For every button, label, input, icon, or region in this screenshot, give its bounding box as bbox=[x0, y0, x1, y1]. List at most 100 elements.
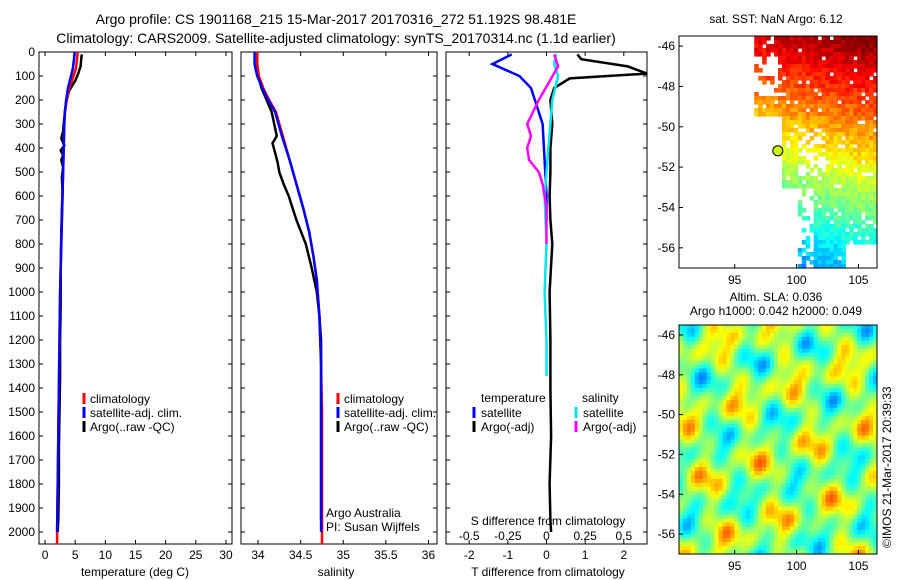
map-cell bbox=[873, 530, 878, 535]
map-cell bbox=[694, 396, 700, 401]
map-cell bbox=[829, 188, 835, 193]
map-cell bbox=[714, 348, 720, 354]
map-cell bbox=[813, 435, 819, 441]
map-x-tick-label: 100 bbox=[787, 559, 807, 573]
map-cell bbox=[849, 494, 854, 500]
map-cell bbox=[686, 435, 692, 441]
map-cell bbox=[789, 423, 795, 429]
map-cell bbox=[797, 463, 803, 468]
map-cell bbox=[825, 431, 831, 437]
map-cell bbox=[690, 510, 696, 516]
map-cell bbox=[809, 84, 815, 89]
map-cell bbox=[702, 451, 708, 456]
map-cell bbox=[698, 498, 704, 504]
map-cell bbox=[774, 427, 779, 433]
map-cell bbox=[865, 455, 870, 460]
map-cell bbox=[781, 184, 787, 189]
map-cell bbox=[793, 364, 799, 370]
map-cell bbox=[746, 490, 751, 496]
map-cell bbox=[746, 518, 751, 524]
map-cell bbox=[770, 96, 775, 101]
map-cell bbox=[833, 72, 838, 77]
map-cell bbox=[829, 502, 835, 508]
map-cell bbox=[869, 455, 874, 460]
map-cell bbox=[801, 522, 807, 527]
map-cell bbox=[778, 44, 783, 49]
map-cell bbox=[825, 60, 831, 65]
map-cell bbox=[813, 132, 819, 137]
map-cell bbox=[813, 260, 819, 265]
map-cell bbox=[766, 427, 771, 433]
map-cell bbox=[849, 352, 854, 358]
map-cell bbox=[813, 443, 819, 448]
map-cell bbox=[682, 388, 688, 393]
map-cell bbox=[789, 76, 795, 81]
map-cell bbox=[869, 124, 874, 129]
map-cell bbox=[833, 152, 838, 157]
map-cell bbox=[698, 376, 704, 381]
map-cell bbox=[817, 260, 823, 265]
map-cell bbox=[833, 240, 838, 245]
map-cell bbox=[853, 368, 858, 373]
map-cell bbox=[734, 447, 739, 452]
map-cell bbox=[758, 423, 763, 429]
map-cell bbox=[686, 344, 692, 350]
map-cell bbox=[774, 530, 779, 535]
map-cell bbox=[817, 514, 823, 520]
map-cell bbox=[762, 396, 767, 401]
map-cell bbox=[754, 372, 759, 377]
map-cell bbox=[801, 502, 807, 508]
map-cell bbox=[813, 388, 819, 393]
map-cell bbox=[837, 328, 842, 334]
map-cell bbox=[694, 407, 700, 413]
map-cell bbox=[706, 447, 712, 452]
map-cell bbox=[785, 435, 791, 441]
map-cell bbox=[849, 498, 854, 504]
map-cell bbox=[845, 376, 850, 381]
map-cell bbox=[841, 112, 846, 117]
map-cell bbox=[865, 411, 870, 417]
map-cell bbox=[793, 431, 799, 437]
map-cell bbox=[817, 112, 823, 117]
map-cell bbox=[734, 340, 739, 346]
map-cell bbox=[762, 108, 767, 113]
map-cell bbox=[833, 478, 838, 484]
map-cell bbox=[702, 459, 708, 464]
map-cell bbox=[805, 236, 811, 241]
map-cell bbox=[797, 68, 803, 73]
map-cell bbox=[785, 380, 791, 385]
map-cell bbox=[730, 506, 736, 512]
map-cell bbox=[809, 514, 815, 520]
map-cell bbox=[845, 439, 850, 445]
map-cell bbox=[778, 415, 783, 421]
map-cell bbox=[754, 340, 759, 346]
map-cell bbox=[734, 388, 739, 393]
map-cell bbox=[829, 411, 835, 417]
map-cell bbox=[781, 344, 787, 350]
map-cell bbox=[781, 498, 787, 504]
map-cell bbox=[857, 336, 862, 342]
map-cell bbox=[714, 388, 720, 393]
map-cell bbox=[770, 435, 775, 441]
map-cell bbox=[833, 36, 838, 41]
map-cell bbox=[694, 376, 700, 381]
map-cell bbox=[758, 68, 763, 73]
map-cell bbox=[785, 542, 791, 547]
map-cell bbox=[805, 256, 811, 261]
map-cell bbox=[857, 48, 862, 53]
map-cell bbox=[833, 534, 838, 539]
map-cell bbox=[829, 128, 835, 133]
map-cell bbox=[821, 40, 827, 45]
map-cell bbox=[770, 364, 775, 370]
map-cell bbox=[766, 546, 771, 551]
map-cell bbox=[722, 419, 728, 425]
map-cell bbox=[865, 112, 870, 117]
map-cell bbox=[821, 478, 827, 484]
map-cell bbox=[805, 431, 811, 437]
map-cell bbox=[785, 372, 791, 377]
map-cell bbox=[857, 196, 862, 201]
map-cell bbox=[873, 192, 878, 197]
map-cell bbox=[698, 546, 704, 551]
map-cell bbox=[825, 486, 831, 492]
map-cell bbox=[805, 360, 811, 366]
